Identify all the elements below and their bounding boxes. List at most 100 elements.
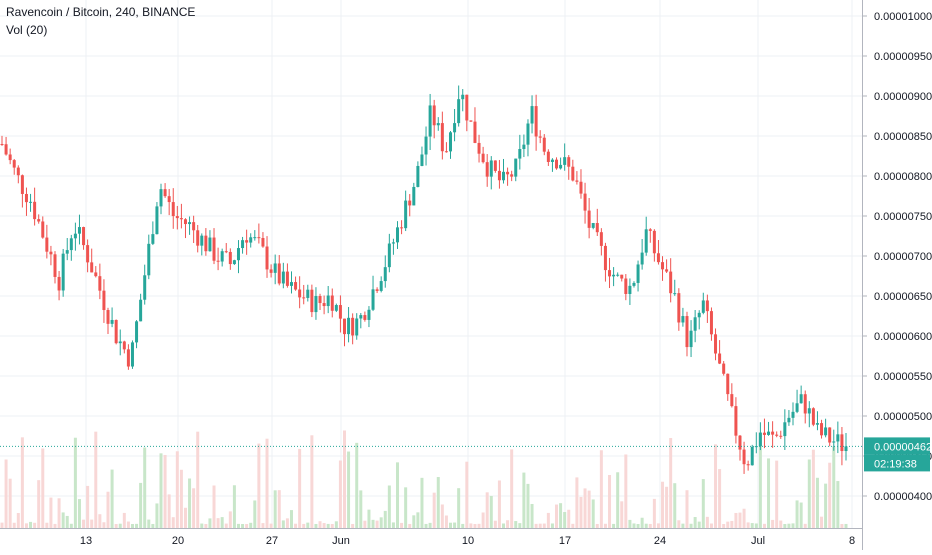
candle-body [391,242,395,244]
candle-body [583,193,587,211]
candle-body [481,153,485,163]
volume-bar [216,518,220,528]
volume-bar [559,503,563,528]
volume-bar [289,510,293,528]
candle-body [159,189,163,207]
candle-body [718,353,722,364]
volume-bar [718,469,722,528]
volume-bar [738,512,742,528]
candle-body [428,105,432,137]
candle-body [750,446,754,466]
candle-body [599,232,603,246]
volume-bar [567,509,571,528]
countdown-badge [864,454,930,472]
candle-body [204,235,208,252]
volume-bar [693,517,697,528]
candle-body [661,262,665,270]
volume-bar [754,523,758,528]
volume-bar [114,523,118,528]
candle-body [41,221,45,238]
candle-body [652,230,656,254]
volume-bar [224,523,228,528]
volume-bar [803,523,807,528]
volume-bar [334,521,338,528]
candle-body [379,281,383,291]
candle-body [787,417,791,423]
volume-bar [591,499,595,528]
volume-bar [612,523,616,528]
volume-bar [12,522,16,528]
candle-body [579,181,583,194]
volume-bar [408,523,412,528]
volume-bar [395,462,399,528]
volume-bar [383,510,387,528]
candle-body [730,394,734,407]
candle-body [375,289,379,291]
volume-bar [208,518,212,528]
candle-body [820,423,824,436]
volume-bar [681,523,685,528]
candle-body [179,218,183,220]
price-axis-label: 0.00000950 [874,51,932,63]
volume-bar [204,523,208,528]
volume-bar [53,523,57,528]
candle-body [98,276,102,291]
volume-bar [563,512,567,528]
volume-bar [33,522,37,528]
volume-bar [461,523,465,528]
volume-bar [775,460,779,528]
candle-body [436,123,440,126]
candle-body [147,243,151,276]
volume-bar [314,523,318,528]
volume-bar [767,458,771,528]
candle-body [220,251,224,262]
volume-bar [648,523,652,528]
candle-body [803,394,807,414]
volume-bar [285,518,289,528]
candle-body [534,106,538,137]
price-axis-label: 0.00000700 [874,251,932,263]
candle-body [408,200,412,206]
volume-bar [636,524,640,528]
candle-body [253,237,257,239]
candle-body [347,317,351,335]
time-axis-label: 24 [654,535,666,547]
time-axis-label: 10 [462,535,474,547]
volume-bar [41,448,45,528]
volume-bar [538,523,542,528]
candle-body [302,297,306,299]
volume-bar [701,479,705,528]
volume-bar [200,523,204,528]
volume-bar [603,523,607,528]
time-axis-label: 13 [80,535,92,547]
volume-bar [493,520,497,528]
candle-body [24,193,28,203]
price-axis-label: 0.00000400 [874,491,932,503]
candle-body [587,210,591,228]
candle-body [334,305,338,311]
price-axis-label: 0.00000600 [874,331,932,343]
candle-body [330,295,334,311]
candle-body [65,250,69,254]
candle-body [559,164,563,169]
candle-body [94,272,98,277]
candle-body [567,157,571,167]
volume-bar [212,485,216,528]
volume-bar [4,459,8,528]
volume-bar [807,459,811,528]
volume-bar [16,513,20,528]
volume-bar [122,512,126,528]
candle-body [767,431,771,435]
volume-bar [298,448,302,528]
price-axis-label: 0.00000850 [874,131,932,143]
candle-body [306,289,310,298]
candle-body [61,253,65,291]
volume-bar [265,438,269,528]
time-axis-label: 8 [849,535,855,547]
candle-body [416,165,420,187]
candle-body [824,427,828,436]
volume-bar [228,511,232,528]
candle-body [775,434,779,436]
